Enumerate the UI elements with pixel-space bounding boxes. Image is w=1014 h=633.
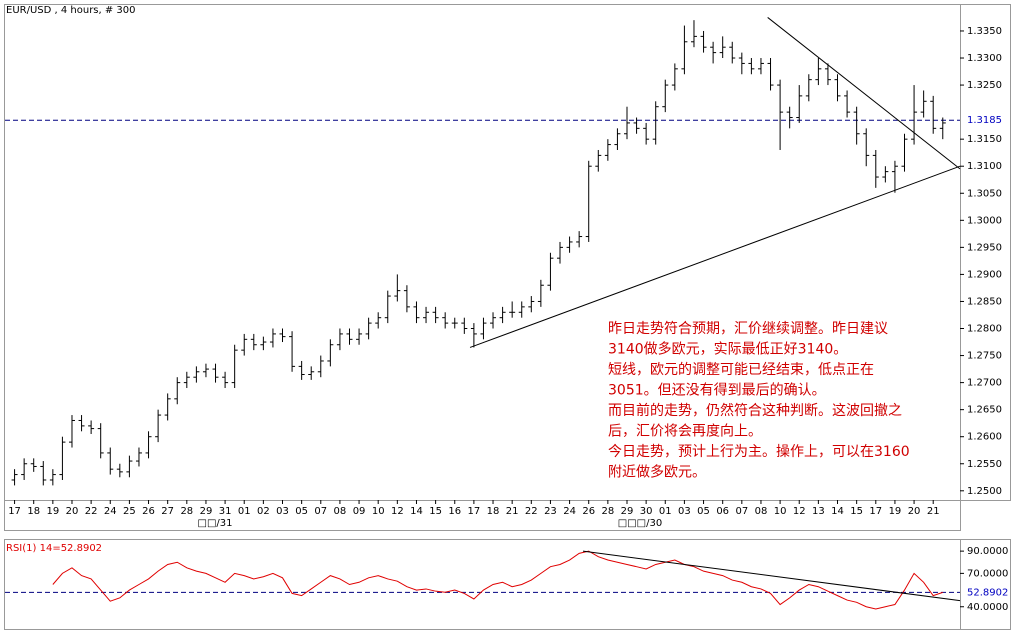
x-tick-label: 29 bbox=[200, 506, 213, 517]
annotation: 今日走势，预计上行为主。操作上，可以在3160 bbox=[608, 444, 910, 460]
y-tick-label: 1.2600 bbox=[967, 432, 1002, 443]
y-tick-label: 1.2800 bbox=[967, 324, 1002, 335]
x-tick-label: 10 bbox=[774, 506, 787, 517]
y-tick-label: 1.3000 bbox=[967, 215, 1002, 226]
x-tick-label: 28 bbox=[180, 506, 193, 517]
trend-line bbox=[582, 550, 961, 602]
x-tick-label: 15 bbox=[850, 506, 863, 517]
x-tick-label: 24 bbox=[104, 506, 117, 517]
rsi-line bbox=[52, 550, 943, 610]
annotation: 昨日走势符合预期，汇价继续调整。昨日建议 bbox=[608, 320, 888, 337]
date-axis bbox=[4, 500, 961, 531]
x-tick-label: 17 bbox=[8, 506, 21, 517]
x-tick-label: 25 bbox=[123, 506, 136, 517]
x-tick-label: 05 bbox=[697, 506, 710, 517]
x-tick-label: 15 bbox=[429, 506, 442, 517]
x-tick-label: 17 bbox=[468, 506, 481, 517]
y-tick-label: 1.2700 bbox=[967, 378, 1002, 389]
y-tick-label: 1.3300 bbox=[967, 53, 1002, 64]
x-tick-label: 08 bbox=[334, 506, 347, 517]
chart-title: EUR/USD , 4 hours, # 300 bbox=[6, 5, 136, 16]
rsi-axis bbox=[960, 539, 1011, 630]
x-tick-label: 19 bbox=[889, 506, 902, 517]
x-tick-label: 13 bbox=[812, 506, 825, 517]
rsi-title: RSI(1) 14=52.8902 bbox=[6, 543, 102, 554]
month-label: □□□/30 bbox=[618, 518, 662, 529]
x-tick-label: 23 bbox=[544, 506, 557, 517]
x-tick-label: 12 bbox=[793, 506, 806, 517]
x-tick-label: 17 bbox=[869, 506, 882, 517]
annotation: 而目前的走势，仍然符合这种判断。这波回撤之 bbox=[608, 402, 902, 419]
y-tick-label: 1.2500 bbox=[967, 486, 1002, 497]
price-panel bbox=[4, 4, 961, 501]
month-label: □□/31 bbox=[198, 518, 233, 529]
x-tick-label: 03 bbox=[276, 506, 289, 517]
y-tick-label: 1.2950 bbox=[967, 242, 1002, 253]
y-tick-label: 1.3350 bbox=[967, 26, 1002, 37]
x-tick-label: 28 bbox=[601, 506, 614, 517]
trend-line bbox=[469, 165, 961, 348]
x-tick-label: 05 bbox=[295, 506, 308, 517]
x-tick-label: 19 bbox=[46, 506, 59, 517]
price-axis bbox=[960, 4, 1011, 501]
x-tick-label: 27 bbox=[161, 506, 174, 517]
annotation: 短线，欧元的调整可能已经结束，低点正在 bbox=[608, 362, 874, 378]
y-tick-label: 1.2750 bbox=[967, 351, 1002, 362]
x-tick-label: 26 bbox=[142, 506, 155, 517]
x-tick-label: 20 bbox=[66, 506, 79, 517]
annotation: 3051。但还没有得到最后的确认。 bbox=[608, 382, 826, 399]
x-tick-label: 06 bbox=[716, 506, 729, 517]
x-tick-label: 01 bbox=[659, 506, 672, 517]
y-tick-label: 40.0000 bbox=[967, 602, 1008, 613]
y-tick-label: 90.0000 bbox=[967, 546, 1008, 557]
current-label: 52.8902 bbox=[967, 587, 1008, 598]
x-tick-label: 07 bbox=[735, 506, 748, 517]
x-tick-label: 12 bbox=[391, 506, 404, 517]
x-tick-label: 22 bbox=[525, 506, 538, 517]
x-tick-label: 08 bbox=[755, 506, 768, 517]
y-tick-label: 1.2900 bbox=[967, 269, 1002, 280]
x-tick-label: 24 bbox=[563, 506, 576, 517]
y-tick-label: 1.3050 bbox=[967, 188, 1002, 199]
x-tick-label: 30 bbox=[640, 506, 653, 517]
y-tick-label: 1.3150 bbox=[967, 134, 1002, 145]
annotation: 附近做多欧元。 bbox=[608, 464, 706, 481]
x-tick-label: 22 bbox=[85, 506, 98, 517]
x-tick-label: 18 bbox=[27, 506, 40, 517]
x-tick-label: 07 bbox=[314, 506, 327, 517]
y-tick-label: 1.2850 bbox=[967, 296, 1002, 307]
x-tick-label: 09 bbox=[353, 506, 366, 517]
x-tick-label: 26 bbox=[582, 506, 595, 517]
trend-line bbox=[767, 17, 961, 170]
current-label: 1.3185 bbox=[967, 115, 1002, 126]
x-tick-label: 20 bbox=[908, 506, 921, 517]
x-tick-label: 16 bbox=[448, 506, 461, 517]
y-tick-label: 1.3250 bbox=[967, 80, 1002, 91]
y-tick-label: 1.2550 bbox=[967, 459, 1002, 470]
rsi-panel bbox=[4, 539, 961, 630]
x-tick-label: 18 bbox=[487, 506, 500, 517]
x-tick-label: 01 bbox=[238, 506, 251, 517]
x-tick-label: 14 bbox=[831, 506, 844, 517]
annotation: 3140做多欧元，实际最低正好3140。 bbox=[608, 341, 847, 358]
y-tick-label: 1.2650 bbox=[967, 405, 1002, 416]
annotation: 后，汇价将会再度向上。 bbox=[608, 424, 762, 440]
x-tick-label: 14 bbox=[410, 506, 423, 517]
x-tick-label: 02 bbox=[257, 506, 270, 517]
x-tick-label: 31 bbox=[219, 506, 232, 517]
y-tick-label: 70.0000 bbox=[967, 568, 1008, 579]
x-tick-label: 21 bbox=[927, 506, 940, 517]
x-tick-label: 21 bbox=[506, 506, 519, 517]
x-tick-label: 29 bbox=[621, 506, 634, 517]
y-tick-label: 1.3100 bbox=[967, 161, 1002, 172]
x-tick-label: 10 bbox=[372, 506, 385, 517]
x-tick-label: 03 bbox=[678, 506, 691, 517]
